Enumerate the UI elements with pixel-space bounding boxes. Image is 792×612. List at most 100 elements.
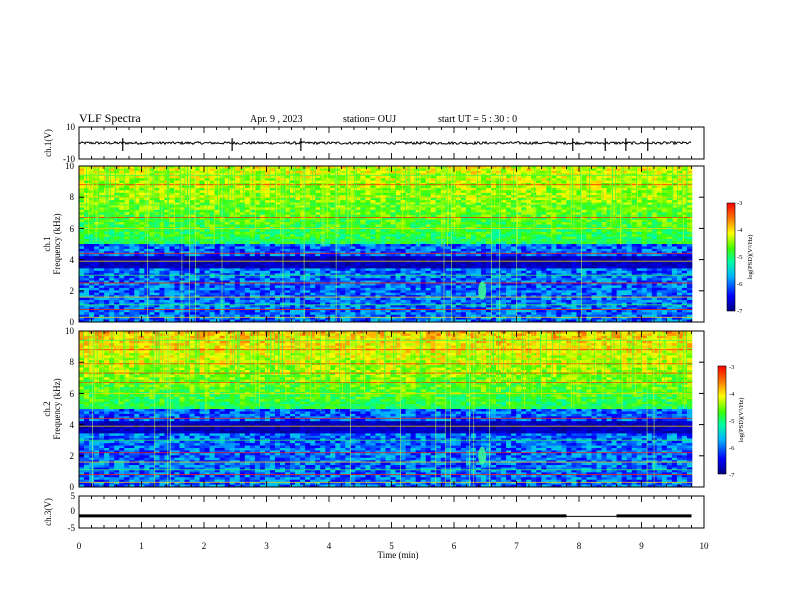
spectrogram-cell xyxy=(651,168,658,172)
spectrogram-cell xyxy=(395,200,401,203)
spectrogram-cell xyxy=(239,258,246,262)
spectrogram-cell xyxy=(460,231,467,235)
spectrogram-cell xyxy=(214,244,220,247)
spectrogram-cell xyxy=(295,256,301,259)
spectrogram-cell xyxy=(626,261,633,264)
spectrogram-cell xyxy=(641,219,648,223)
spectrogram-cell xyxy=(219,246,226,250)
spectrogram-cell xyxy=(566,178,572,181)
spectrogram-cell xyxy=(109,229,115,233)
spectrogram-cell xyxy=(209,180,215,184)
spectrogram-cell xyxy=(139,207,145,211)
spectrogram-cell xyxy=(566,190,572,194)
spectrogram-cell xyxy=(390,258,396,262)
spectrogram-cell xyxy=(621,197,627,201)
spectrogram-cell xyxy=(84,263,90,267)
spectrogram-cell xyxy=(485,248,492,252)
spectrogram-cell xyxy=(134,192,140,196)
spectrogram-cell xyxy=(234,166,241,169)
spectrogram-cell xyxy=(355,178,361,181)
spectrogram-cell xyxy=(209,195,215,198)
spectrogram-cell xyxy=(144,256,150,259)
spectrogram-cell xyxy=(420,246,426,250)
spectrogram-cell xyxy=(480,248,487,252)
spectrogram-cell xyxy=(561,246,567,250)
spectrogram-cell xyxy=(676,244,683,247)
spectrogram-cell xyxy=(79,256,85,259)
spectrogram-cell xyxy=(229,248,236,252)
spectrogram-cell xyxy=(561,212,567,216)
spectrogram-cell xyxy=(475,251,482,255)
spectrogram-cell xyxy=(219,185,226,189)
spectrogram-cell xyxy=(239,261,246,264)
spectrogram-cell xyxy=(194,217,200,220)
spectrogram-cell xyxy=(360,197,366,201)
spectrogram-cell xyxy=(239,173,246,177)
spectrogram-cell xyxy=(661,207,668,211)
spectrogram-cell xyxy=(144,168,150,172)
spectrogram-cell xyxy=(556,205,562,208)
spectrogram-cell xyxy=(511,251,517,255)
spectrogram-cell xyxy=(305,248,311,252)
spectrogram-cell xyxy=(365,168,371,172)
spectrogram-cell xyxy=(234,224,241,228)
spectrogram-cell xyxy=(551,202,557,206)
spectrogram-cell xyxy=(410,200,416,203)
spectrogram-cell xyxy=(536,200,542,203)
spectrogram-cell xyxy=(99,224,105,228)
spectrogram-cell xyxy=(400,202,406,206)
spectrogram-cell xyxy=(491,195,497,198)
spectrogram-cell xyxy=(606,234,612,237)
spectrogram-cell xyxy=(586,185,592,189)
spectrogram-cell xyxy=(551,231,557,235)
spectrogram-cell xyxy=(521,251,527,255)
spectrogram-cell xyxy=(496,222,502,225)
spectrogram-cell xyxy=(305,217,311,220)
spectrogram-cell xyxy=(305,175,311,179)
spectrogram-cell xyxy=(204,251,210,255)
spectrogram-cell xyxy=(485,241,492,245)
spectrogram-cell xyxy=(325,178,331,181)
spectrogram-cell xyxy=(380,214,386,218)
spectrogram-cell xyxy=(641,202,648,206)
spectrogram-cell xyxy=(295,224,301,228)
spectrogram-cell xyxy=(496,202,502,206)
spectrogram-cell xyxy=(380,178,386,181)
spectrogram-cell xyxy=(465,256,472,259)
spectrogram-cell xyxy=(114,195,120,198)
spectrogram-cell xyxy=(596,236,602,240)
spectrogram-cell xyxy=(626,209,633,213)
spectrogram-cell xyxy=(219,253,226,257)
spectrogram-cell xyxy=(194,202,200,206)
spectrogram-cell xyxy=(194,170,200,174)
spectrogram-cell xyxy=(214,261,220,264)
spectrogram-cell xyxy=(320,212,326,216)
spectrogram-cell xyxy=(470,234,477,237)
spectrogram-cell xyxy=(390,197,396,201)
spectrogram-cell xyxy=(395,170,401,174)
ch1-waveform-spikes xyxy=(122,138,649,151)
spectrogram-cell xyxy=(234,217,241,220)
spectrogram-cell xyxy=(219,209,226,213)
spectrogram-cell xyxy=(129,248,135,252)
spectrogram-cell xyxy=(219,258,226,262)
spectrogram-cell xyxy=(219,222,226,225)
spectrogram-cell xyxy=(445,253,452,257)
spectrogram-cell xyxy=(300,222,306,225)
spectrogram-cell xyxy=(405,261,411,264)
spectrogram-cell xyxy=(450,236,457,240)
spectrogram-cell xyxy=(139,166,145,169)
spectrogram-cell xyxy=(380,246,386,250)
spectrogram-cell xyxy=(114,263,120,267)
spectrogram-cell xyxy=(541,175,547,179)
spectrogram-cell xyxy=(480,173,487,177)
spectrogram-cell xyxy=(586,209,592,213)
spectrogram-cell xyxy=(491,175,497,179)
spectrogram-cell xyxy=(269,197,276,201)
spectrogram-cell xyxy=(385,217,391,220)
spectrogram-cell xyxy=(285,222,291,225)
spectrogram-cell xyxy=(455,209,462,213)
spectrogram-cell xyxy=(189,175,195,179)
spectrogram-cell xyxy=(641,173,648,177)
spectrogram-cell xyxy=(671,173,678,177)
